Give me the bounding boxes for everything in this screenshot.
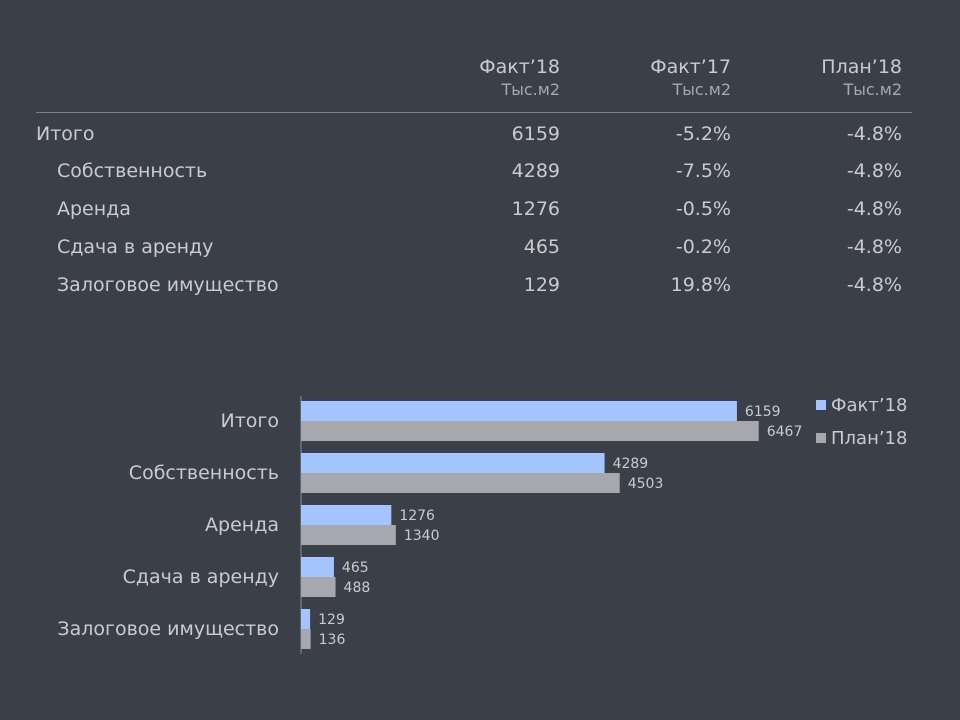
cell-fact18: 4289 xyxy=(511,160,560,182)
category-label-total: Итого xyxy=(220,410,279,432)
bar-fact18-rent xyxy=(301,505,392,525)
cell-plan18: -4.8% xyxy=(846,198,902,220)
data-label-plan18-total: 6467 xyxy=(767,424,803,440)
data-table: Факт’18 Тыс.м2 Факт’17 Тыс.м2 План’18 Ты… xyxy=(36,54,912,304)
data-label-fact18-own: 4289 xyxy=(613,456,649,472)
table-row: Итого 6159 -5.2% -4.8% xyxy=(36,116,912,152)
table-row: Сдача в аренду 465 -0.2% -4.8% xyxy=(36,228,912,266)
data-label-fact18-rent: 1276 xyxy=(399,508,435,524)
table-header: Факт’18 Тыс.м2 Факт’17 Тыс.м2 План’18 Ты… xyxy=(36,54,912,113)
bar-plan18-own xyxy=(301,473,620,493)
bar-plan18-rent xyxy=(301,525,396,545)
table-row: Собственность 4289 -7.5% -4.8% xyxy=(36,152,912,190)
category-label-own: Собственность xyxy=(129,462,279,484)
header-title: Факт’18 xyxy=(479,56,560,78)
legend-label-plan18: План’18 xyxy=(831,428,907,449)
cell-fact17: -5.2% xyxy=(675,123,731,145)
table-row: Залоговое имущество 129 19.8% -4.8% xyxy=(36,266,912,304)
row-label: Собственность xyxy=(57,160,208,182)
cell-plan18: -4.8% xyxy=(846,274,902,296)
category-label-sublease: Сдача в аренду xyxy=(123,566,279,588)
row-label: Залоговое имущество xyxy=(57,274,279,296)
data-label-fact18-total: 6159 xyxy=(745,404,781,420)
legend-label-fact18: Факт’18 xyxy=(831,395,908,416)
data-label-fact18-collateral: 129 xyxy=(318,612,345,628)
bar-fact18-total xyxy=(301,401,737,421)
bar-fact18-own xyxy=(301,453,605,473)
bar-plan18-sublease xyxy=(301,577,336,597)
cell-fact17: 19.8% xyxy=(670,274,731,296)
cell-fact17: -0.2% xyxy=(675,236,731,258)
header-plan18: План’18 Тыс.м2 xyxy=(821,54,902,100)
row-label: Сдача в аренду xyxy=(57,236,214,258)
data-label-plan18-sublease: 488 xyxy=(344,580,371,596)
cell-fact17: -0.5% xyxy=(675,198,731,220)
cell-plan18: -4.8% xyxy=(846,160,902,182)
legend-swatch-plan18 xyxy=(816,433,826,443)
header-title: План’18 xyxy=(821,56,902,78)
category-label-collateral: Залоговое имущество xyxy=(57,618,279,640)
header-unit: Тыс.м2 xyxy=(672,80,731,99)
cell-fact18: 6159 xyxy=(511,123,560,145)
legend-swatch-fact18 xyxy=(816,400,826,410)
bar-fact18-sublease xyxy=(301,557,334,577)
row-label: Итого xyxy=(36,123,95,145)
category-label-rent: Аренда xyxy=(205,514,279,536)
table-row: Аренда 1276 -0.5% -4.8% xyxy=(36,190,912,228)
header-unit: Тыс.м2 xyxy=(843,80,902,99)
cell-plan18: -4.8% xyxy=(846,123,902,145)
cell-fact17: -7.5% xyxy=(675,160,731,182)
header-title: Факт’17 xyxy=(650,56,731,78)
data-label-fact18-sublease: 465 xyxy=(342,560,369,576)
bar-fact18-collateral xyxy=(301,609,311,629)
bar-plan18-total xyxy=(301,421,759,441)
header-unit: Тыс.м2 xyxy=(501,80,560,99)
cell-fact18: 465 xyxy=(523,236,560,258)
data-label-plan18-collateral: 136 xyxy=(319,632,346,648)
data-label-plan18-own: 4503 xyxy=(628,476,664,492)
header-fact17: Факт’17 Тыс.м2 xyxy=(650,54,731,100)
cell-plan18: -4.8% xyxy=(846,236,902,258)
cell-fact18: 1276 xyxy=(511,198,560,220)
row-label: Аренда xyxy=(57,198,131,220)
data-label-plan18-rent: 1340 xyxy=(404,528,440,544)
bar-plan18-collateral xyxy=(301,629,311,649)
header-fact18: Факт’18 Тыс.м2 xyxy=(479,54,560,100)
cell-fact18: 129 xyxy=(523,274,560,296)
